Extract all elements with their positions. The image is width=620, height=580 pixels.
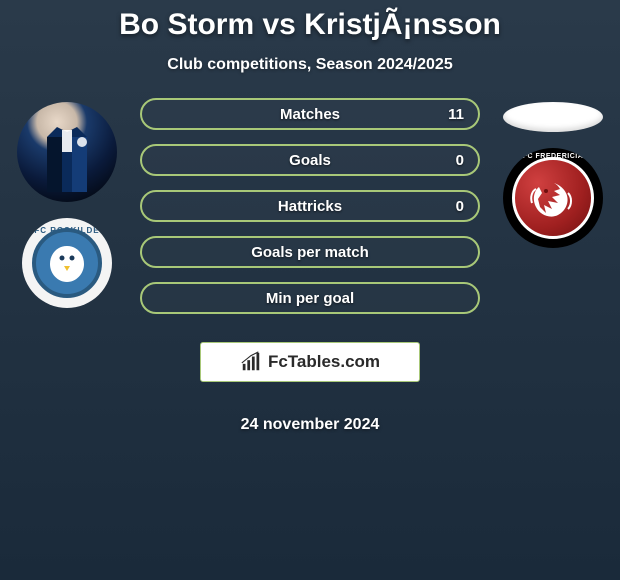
crest-inner-left xyxy=(32,228,102,298)
subtitle: Club competitions, Season 2024/2025 xyxy=(167,56,452,74)
player-photo-left xyxy=(17,102,117,202)
stat-row-hattricks: Hattricks 0 xyxy=(140,190,480,222)
stat-label: Goals per match xyxy=(251,244,369,261)
stats-column: Matches 11 Goals 0 Hattricks 0 Goals per… xyxy=(140,98,480,434)
brand-badge[interactable]: FcTables.com xyxy=(200,342,420,382)
bar-chart-icon xyxy=(240,351,262,373)
right-column: FC FREDERICIA xyxy=(498,98,608,248)
club-crest-right: FC FREDERICIA xyxy=(503,148,603,248)
player-photo-right xyxy=(503,102,603,132)
lion-icon xyxy=(524,169,582,227)
stat-label: Hattricks xyxy=(278,198,342,215)
stat-row-min-per-goal: Min per goal xyxy=(140,282,480,314)
crest-inner-right xyxy=(512,157,594,239)
brand-text: FcTables.com xyxy=(268,352,380,372)
bird-icon xyxy=(42,238,92,288)
stat-right-value: 11 xyxy=(448,106,464,123)
stat-row-matches: Matches 11 xyxy=(140,98,480,130)
stat-label: Min per goal xyxy=(266,290,354,307)
stat-label: Goals xyxy=(289,152,331,169)
stat-right-value: 0 xyxy=(456,198,464,215)
stat-label: Matches xyxy=(280,106,340,123)
date-text: 24 november 2024 xyxy=(241,416,380,434)
stat-row-goals: Goals 0 xyxy=(140,144,480,176)
page-title: Bo Storm vs KristjÃ¡nsson xyxy=(119,8,501,42)
left-column: FC ROSKILDE xyxy=(12,98,122,308)
jersey-icon xyxy=(17,102,117,202)
club-crest-left: FC ROSKILDE xyxy=(22,218,112,308)
comparison-card: Bo Storm vs KristjÃ¡nsson Club competiti… xyxy=(0,0,620,434)
stat-right-value: 0 xyxy=(456,152,464,169)
stat-row-goals-per-match: Goals per match xyxy=(140,236,480,268)
main-row: FC ROSKILDE Matches 11 xyxy=(0,98,620,434)
